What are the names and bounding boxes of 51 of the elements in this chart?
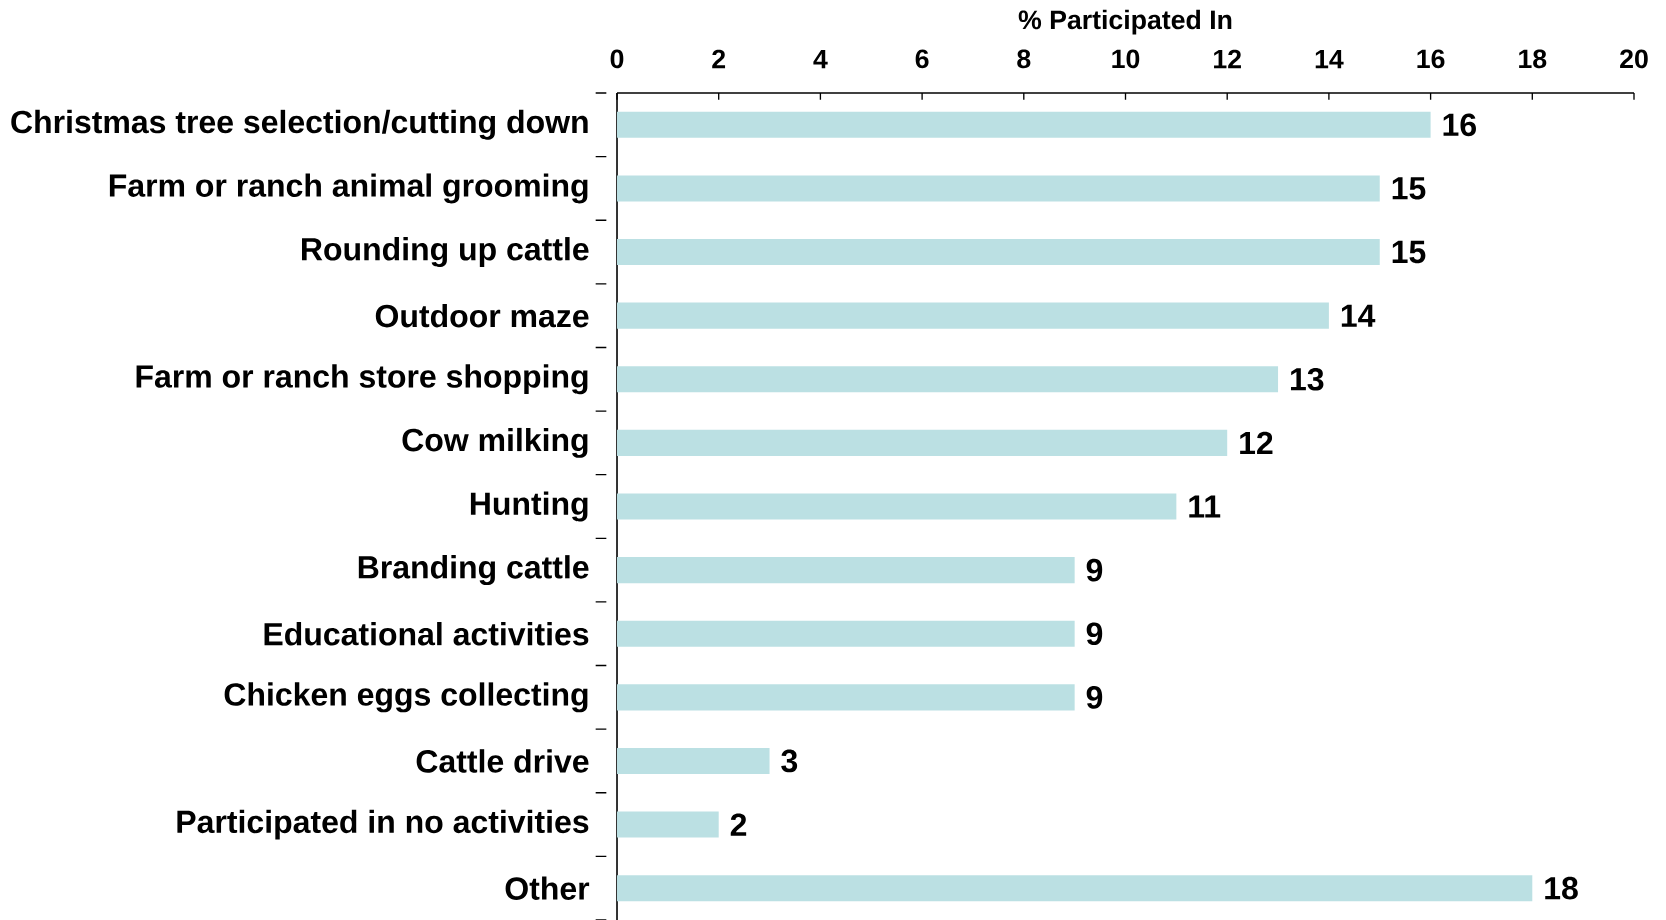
bar (617, 175, 1380, 202)
data-label: 9 (1086, 558, 1103, 582)
bar (617, 366, 1279, 393)
data-label: 16 (1443, 113, 1476, 137)
y-tick-label: Christmas tree selection/cutting down (11, 109, 588, 140)
y-tick-label: Educational activities (264, 621, 589, 646)
y-tick-label: Chicken eggs collecting (224, 682, 588, 713)
bar (617, 684, 1075, 711)
x-tick-label: 6 (915, 49, 929, 69)
data-label: 2 (730, 813, 747, 836)
bar (617, 238, 1380, 266)
y-tick-label: Farm or ranch animal grooming (109, 173, 588, 204)
x-tick-label: 10 (1112, 49, 1140, 69)
x-tick-label: 18 (1519, 49, 1547, 69)
data-label: 12 (1240, 431, 1273, 455)
y-tick-label: Other (505, 876, 590, 900)
y-tick-label: Rounding up cattle (302, 237, 589, 268)
x-tick-label: 12 (1214, 49, 1241, 69)
data-label: 14 (1341, 304, 1376, 327)
x-tick-label: 14 (1315, 49, 1344, 69)
y-tick-label: Cow milking (402, 427, 588, 458)
data-label: 15 (1392, 177, 1426, 200)
bar (617, 493, 1177, 520)
bar (617, 620, 1075, 647)
y-tick-label: Farm or ranch store shopping (136, 364, 588, 395)
y-tick-label: Cattle drive (416, 749, 589, 773)
bar (617, 557, 1075, 584)
y-tick-label: Participated in no activities (177, 809, 589, 840)
bar (617, 429, 1228, 456)
y-tick-label: Hunting (470, 491, 588, 522)
data-label: 9 (1086, 622, 1103, 646)
bar (617, 111, 1431, 138)
data-label: 9 (1086, 686, 1103, 709)
data-label: 13 (1290, 367, 1324, 391)
x-axis-title: % Participated In (1018, 9, 1232, 35)
x-tick-label: 8 (1017, 49, 1031, 69)
data-label: 15 (1392, 240, 1426, 264)
data-label: 18 (1545, 876, 1578, 900)
x-tick-label: 0 (610, 49, 624, 69)
data-label: 11 (1189, 495, 1221, 518)
bar (617, 747, 770, 774)
x-tick-label: 2 (712, 49, 726, 69)
bar (617, 811, 719, 838)
x-tick-label: 4 (813, 49, 828, 69)
x-tick-label: 16 (1417, 49, 1445, 69)
bar (617, 875, 1533, 902)
y-tick-label: Branding cattle (358, 555, 589, 586)
data-label: 3 (781, 749, 798, 773)
x-tick-label: 20 (1620, 49, 1648, 69)
bar (617, 302, 1329, 329)
y-tick-label: Outdoor maze (375, 303, 589, 328)
